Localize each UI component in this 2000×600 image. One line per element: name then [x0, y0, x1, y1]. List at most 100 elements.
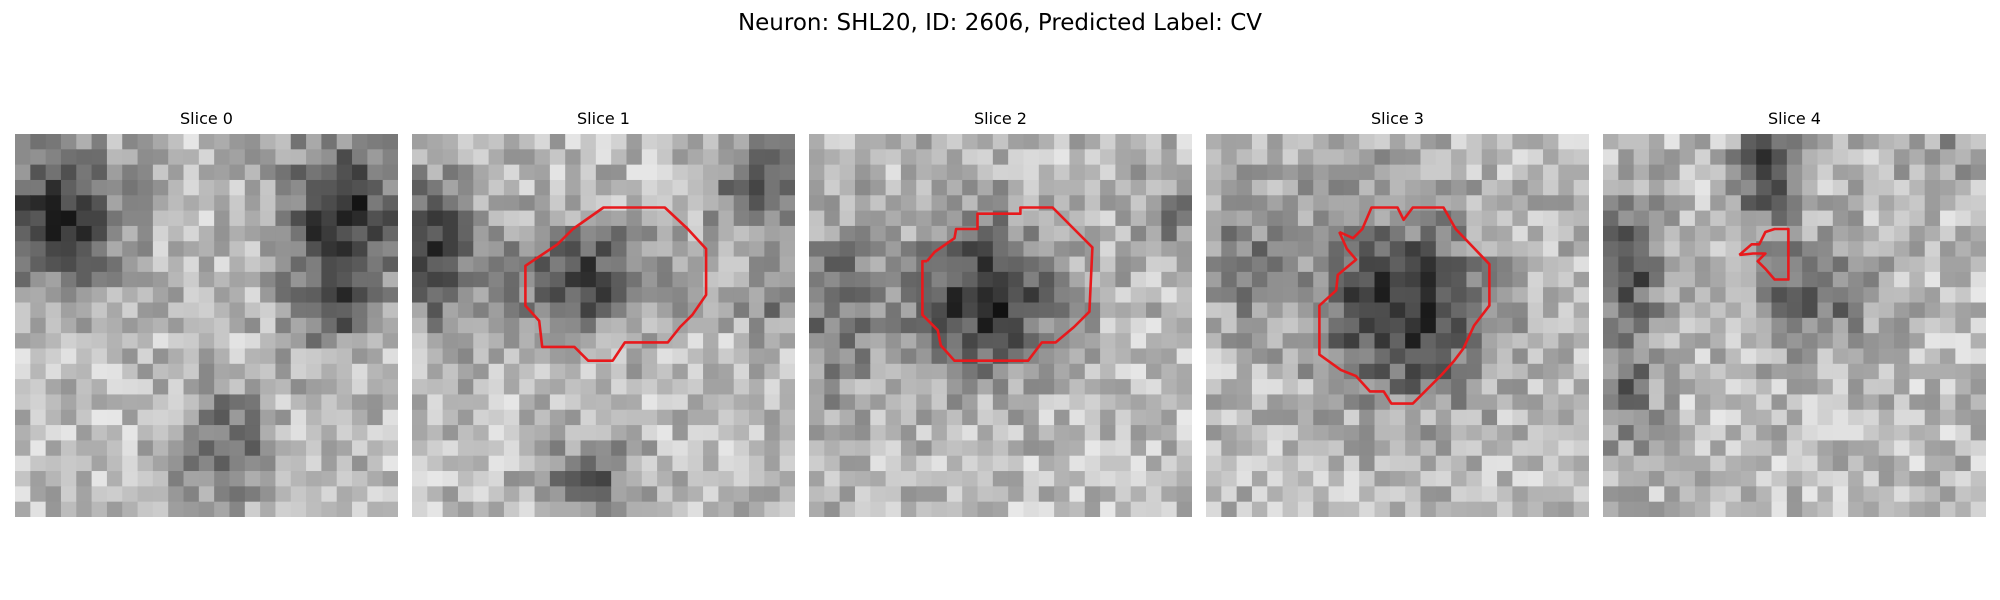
image-pixel [1648, 394, 1665, 411]
image-pixel [1343, 333, 1360, 350]
image-pixel [977, 256, 994, 273]
image-pixel [244, 409, 261, 426]
image-pixel [885, 409, 902, 426]
image-pixel [1328, 287, 1345, 304]
image-pixel [1481, 210, 1498, 227]
image-pixel [1771, 134, 1788, 150]
image-pixel [1527, 195, 1544, 212]
image-pixel [1848, 134, 1865, 150]
image-pixel [229, 195, 246, 212]
image-pixel [854, 440, 871, 457]
image-pixel [503, 317, 520, 334]
image-pixel [854, 149, 871, 166]
image-pixel [1069, 440, 1086, 457]
image-pixel [687, 210, 704, 227]
image-pixel [1481, 409, 1498, 426]
image-pixel [962, 256, 979, 273]
image-pixel [1023, 164, 1040, 181]
image-pixel [244, 317, 261, 334]
image-pixel [1374, 363, 1391, 380]
image-pixel [321, 256, 338, 273]
image-pixel [1497, 394, 1513, 411]
image-pixel [91, 409, 108, 426]
image-pixel [1558, 271, 1575, 288]
image-pixel [1466, 256, 1483, 273]
image-pixel [1817, 394, 1834, 411]
image-pixel [1389, 134, 1406, 150]
image-pixel [1359, 241, 1376, 258]
image-pixel [15, 501, 31, 517]
image-pixel [1008, 164, 1025, 181]
image-pixel [336, 149, 353, 166]
image-pixel [457, 348, 474, 365]
image-pixel [809, 379, 825, 396]
image-pixel [900, 195, 917, 212]
image-pixel [1771, 179, 1788, 196]
image-pixel [1435, 271, 1452, 288]
image-pixel [519, 425, 536, 441]
image-pixel [1146, 425, 1162, 441]
image-pixel [214, 287, 231, 304]
image-pixel [1038, 287, 1055, 304]
image-pixel [45, 134, 62, 150]
image-pixel [916, 425, 933, 441]
image-pixel [595, 348, 612, 365]
image-pixel [1664, 149, 1681, 166]
image-pixel [641, 348, 658, 365]
image-pixel [1221, 179, 1238, 196]
image-pixel [106, 210, 123, 227]
image-pixel [1343, 164, 1360, 181]
image-pixel [137, 425, 154, 441]
image-pixel [854, 225, 871, 242]
image-pixel [198, 501, 215, 517]
image-pixel [1038, 486, 1055, 503]
image-pixel [1084, 179, 1101, 196]
image-pixel [824, 302, 841, 319]
image-pixel [1405, 271, 1422, 288]
image-pixel [306, 149, 322, 166]
image-pixel [1648, 210, 1665, 227]
image-pixel [1420, 455, 1437, 472]
image-pixel [45, 164, 62, 181]
image-pixel [442, 287, 459, 304]
image-pixel [549, 394, 566, 411]
image-pixel [733, 179, 750, 196]
image-pixel [1710, 425, 1727, 441]
image-pixel [824, 486, 841, 503]
image-pixel [198, 455, 215, 472]
image-pixel [1710, 225, 1727, 242]
image-pixel [260, 455, 277, 472]
image-pixel [779, 287, 795, 304]
image-pixel [1481, 134, 1498, 150]
image-pixel [1863, 256, 1880, 273]
image-pixel [1328, 195, 1345, 212]
image-pixel [764, 164, 781, 181]
image-pixel [1420, 149, 1437, 166]
image-pixel [1725, 179, 1742, 196]
image-pixel [382, 256, 398, 273]
image-pixel [1573, 333, 1589, 350]
image-pixel [1648, 149, 1665, 166]
image-pixel [1786, 455, 1803, 472]
image-pixel [1267, 501, 1284, 517]
image-pixel [703, 409, 719, 426]
image-pixel [749, 241, 765, 258]
image-pixel [198, 164, 215, 181]
image-pixel [1756, 455, 1773, 472]
image-pixel [1558, 256, 1575, 273]
image-pixel [30, 225, 47, 242]
image-pixel [1435, 179, 1452, 196]
image-pixel [427, 134, 444, 150]
image-pixel [1161, 379, 1178, 396]
image-pixel [306, 195, 322, 212]
image-pixel [1267, 256, 1284, 273]
image-pixel [672, 363, 689, 380]
image-pixel [106, 394, 123, 411]
image-pixel [1161, 210, 1178, 227]
image-pixel [1664, 134, 1681, 150]
image-pixel [1130, 455, 1147, 472]
image-pixel [1221, 363, 1238, 380]
image-pixel [1313, 333, 1330, 350]
image-pixel [168, 455, 185, 472]
image-pixel [290, 333, 307, 350]
